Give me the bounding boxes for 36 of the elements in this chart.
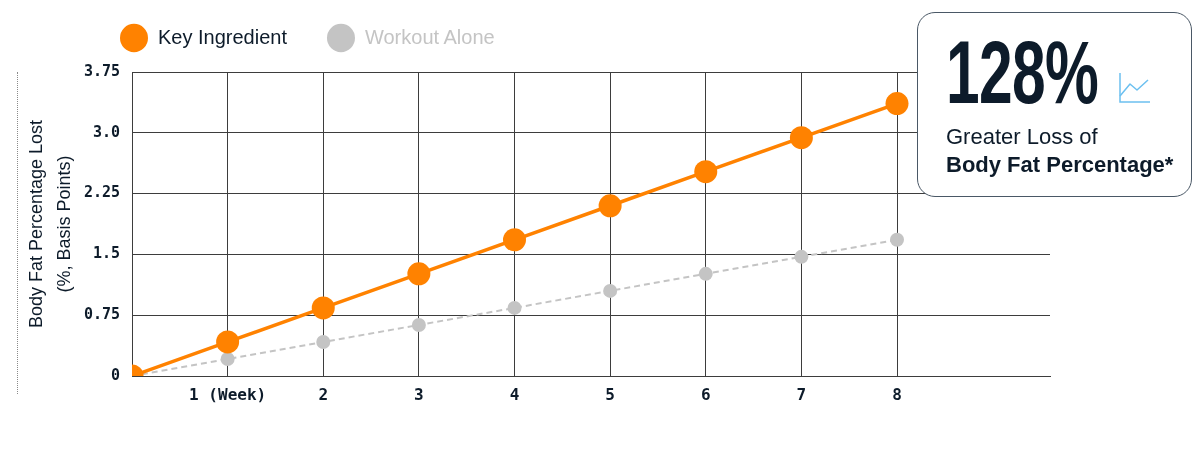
point bbox=[698, 266, 713, 281]
x-tick-label: 8 bbox=[892, 384, 902, 404]
x-tick-label: 6 bbox=[700, 384, 711, 404]
point bbox=[407, 262, 431, 286]
x-tick-label: 1 (Week) bbox=[189, 384, 267, 404]
point bbox=[794, 249, 809, 264]
y-tick-label: 0.75 bbox=[83, 305, 120, 324]
point bbox=[220, 351, 235, 366]
point bbox=[311, 296, 335, 320]
point bbox=[603, 283, 618, 298]
point bbox=[507, 300, 522, 315]
y-tick-label: 0 bbox=[110, 365, 120, 384]
x-tick-label: 5 bbox=[605, 384, 615, 404]
legend-label: Key Ingredient bbox=[158, 25, 288, 48]
y-tick-label: 3.75 bbox=[83, 61, 120, 80]
point bbox=[316, 334, 331, 349]
point bbox=[216, 330, 240, 354]
annotation: Body Fat Percentage* bbox=[946, 152, 1174, 178]
y-tick-label: 2.25 bbox=[83, 183, 120, 202]
x-tick-label: 2 bbox=[318, 384, 329, 404]
x-tick-label: 4 bbox=[509, 384, 520, 404]
y-axis-title: Body Fat Percentage Lost (%, Basis Points) bbox=[25, 119, 74, 329]
annotation: Greater Loss of bbox=[946, 124, 1098, 150]
point bbox=[411, 317, 426, 332]
x-tick-label: 7 bbox=[796, 384, 807, 404]
point bbox=[789, 126, 813, 150]
y-tick-label: 3.0 bbox=[92, 122, 120, 141]
annotation: 128% bbox=[946, 22, 1099, 122]
y-tick-label: 1.5 bbox=[92, 244, 120, 263]
x-tick-label: 3 bbox=[414, 384, 424, 404]
point bbox=[503, 228, 526, 252]
point bbox=[694, 160, 718, 184]
point bbox=[598, 194, 622, 218]
point bbox=[890, 232, 904, 247]
point bbox=[885, 92, 909, 116]
legend-label: Workout Alone bbox=[364, 25, 495, 48]
